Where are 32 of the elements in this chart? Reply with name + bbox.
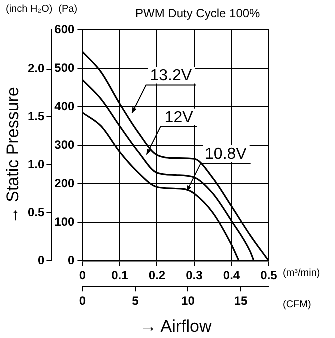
chart-title: PWM Duty Cycle 100% xyxy=(136,6,261,20)
y-tick-label: 400 xyxy=(54,99,76,114)
y-tick-label: 500 xyxy=(54,60,76,75)
text: (CFM) xyxy=(283,299,312,310)
x-tick-label: 0.3 xyxy=(186,268,204,283)
text: (Pa) xyxy=(58,4,78,15)
x2-tick-label: 0 xyxy=(79,294,86,308)
x2-tick-label: 10 xyxy=(182,294,196,308)
y-tick-label: 0 xyxy=(68,254,76,268)
y2-tick-label: 2.0 xyxy=(28,62,45,76)
text: (inch H₂O) xyxy=(6,4,53,15)
x-tick-label: 0.2 xyxy=(148,268,166,283)
y2-tick-label: 1.5 xyxy=(28,110,45,124)
x2-tick-label: 15 xyxy=(234,294,248,308)
annotation: 13.2V xyxy=(150,68,192,85)
x-tick-label: 0.1 xyxy=(112,268,129,283)
y2-axis-title: → Static Pressure xyxy=(4,87,23,224)
x-tick-label: 0 xyxy=(79,268,86,283)
y-tick-label: 100 xyxy=(54,214,76,229)
x-axis-title: → Airflow xyxy=(140,317,212,336)
y2-tick-label: 0 xyxy=(38,254,45,268)
y-tick-label: 600 xyxy=(54,22,76,36)
annotation: 12V xyxy=(164,109,194,126)
y2-tick-label: 1.0 xyxy=(28,158,45,172)
y-tick-label: 300 xyxy=(54,138,76,152)
text: (m³/min) xyxy=(283,268,320,279)
y-tick-label: 200 xyxy=(54,176,76,190)
annotation: 10.8V xyxy=(205,146,248,163)
y2-tick-label: 0.5 xyxy=(28,206,45,220)
x2-tick-label: 5 xyxy=(132,294,140,308)
x-tick-label: 0.5 xyxy=(260,268,278,283)
x-tick-label: 0.4 xyxy=(223,268,240,283)
